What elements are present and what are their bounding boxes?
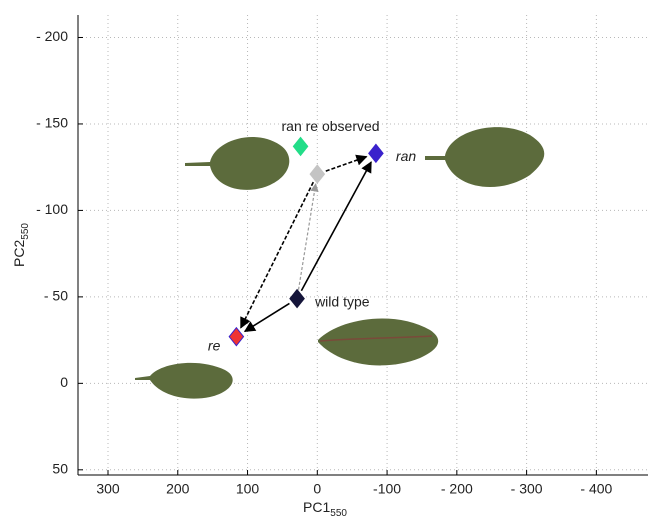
x-tick-label: - 300: [511, 481, 543, 497]
point-label: wild type: [314, 293, 370, 309]
leaf: [135, 362, 233, 399]
x-tick-label: - 200: [441, 481, 473, 497]
leaves: [135, 127, 545, 399]
y-axis-label: PC2550: [11, 223, 31, 267]
point: [309, 164, 326, 184]
x-label-main: PC1: [303, 499, 330, 515]
arrow: [300, 161, 372, 292]
y-tick-label: - 200: [36, 28, 68, 44]
leaf: [318, 318, 439, 366]
arrow: [297, 183, 319, 290]
point: [228, 326, 245, 347]
point: [368, 143, 384, 164]
point: [292, 136, 309, 157]
y-tick-label: 0: [60, 374, 68, 390]
arrow: [325, 154, 368, 172]
x-tick-label: 0: [313, 481, 321, 497]
leaf: [425, 127, 545, 187]
arrow: [240, 181, 315, 329]
point-label: ran re observed: [282, 118, 380, 134]
point: [289, 288, 305, 309]
arrow: [243, 302, 290, 333]
x-label-subscript: 550: [330, 508, 347, 518]
y-label-subscript: 550: [20, 223, 31, 240]
y-label-main: PC2: [11, 240, 27, 267]
point-label: re: [208, 337, 221, 353]
x-tick-label: 100: [236, 481, 260, 497]
y-tick-label: 50: [52, 461, 68, 477]
x-axis-label: PC1550: [303, 499, 347, 518]
x-tick-label: - 400: [580, 481, 612, 497]
y-tick-label: - 50: [44, 288, 68, 304]
point-label: ran: [396, 148, 416, 164]
y-tick-label: - 150: [36, 115, 68, 131]
y-tick-label: - 100: [36, 201, 68, 217]
leaf-vein: [319, 335, 433, 342]
x-tick-label: 300: [96, 481, 120, 497]
leaf: [185, 136, 290, 190]
x-tick-label: 200: [166, 481, 190, 497]
x-tick-label: -100: [373, 481, 401, 497]
